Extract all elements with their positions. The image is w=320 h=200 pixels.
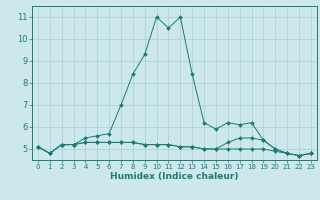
X-axis label: Humidex (Indice chaleur): Humidex (Indice chaleur) (110, 172, 239, 181)
